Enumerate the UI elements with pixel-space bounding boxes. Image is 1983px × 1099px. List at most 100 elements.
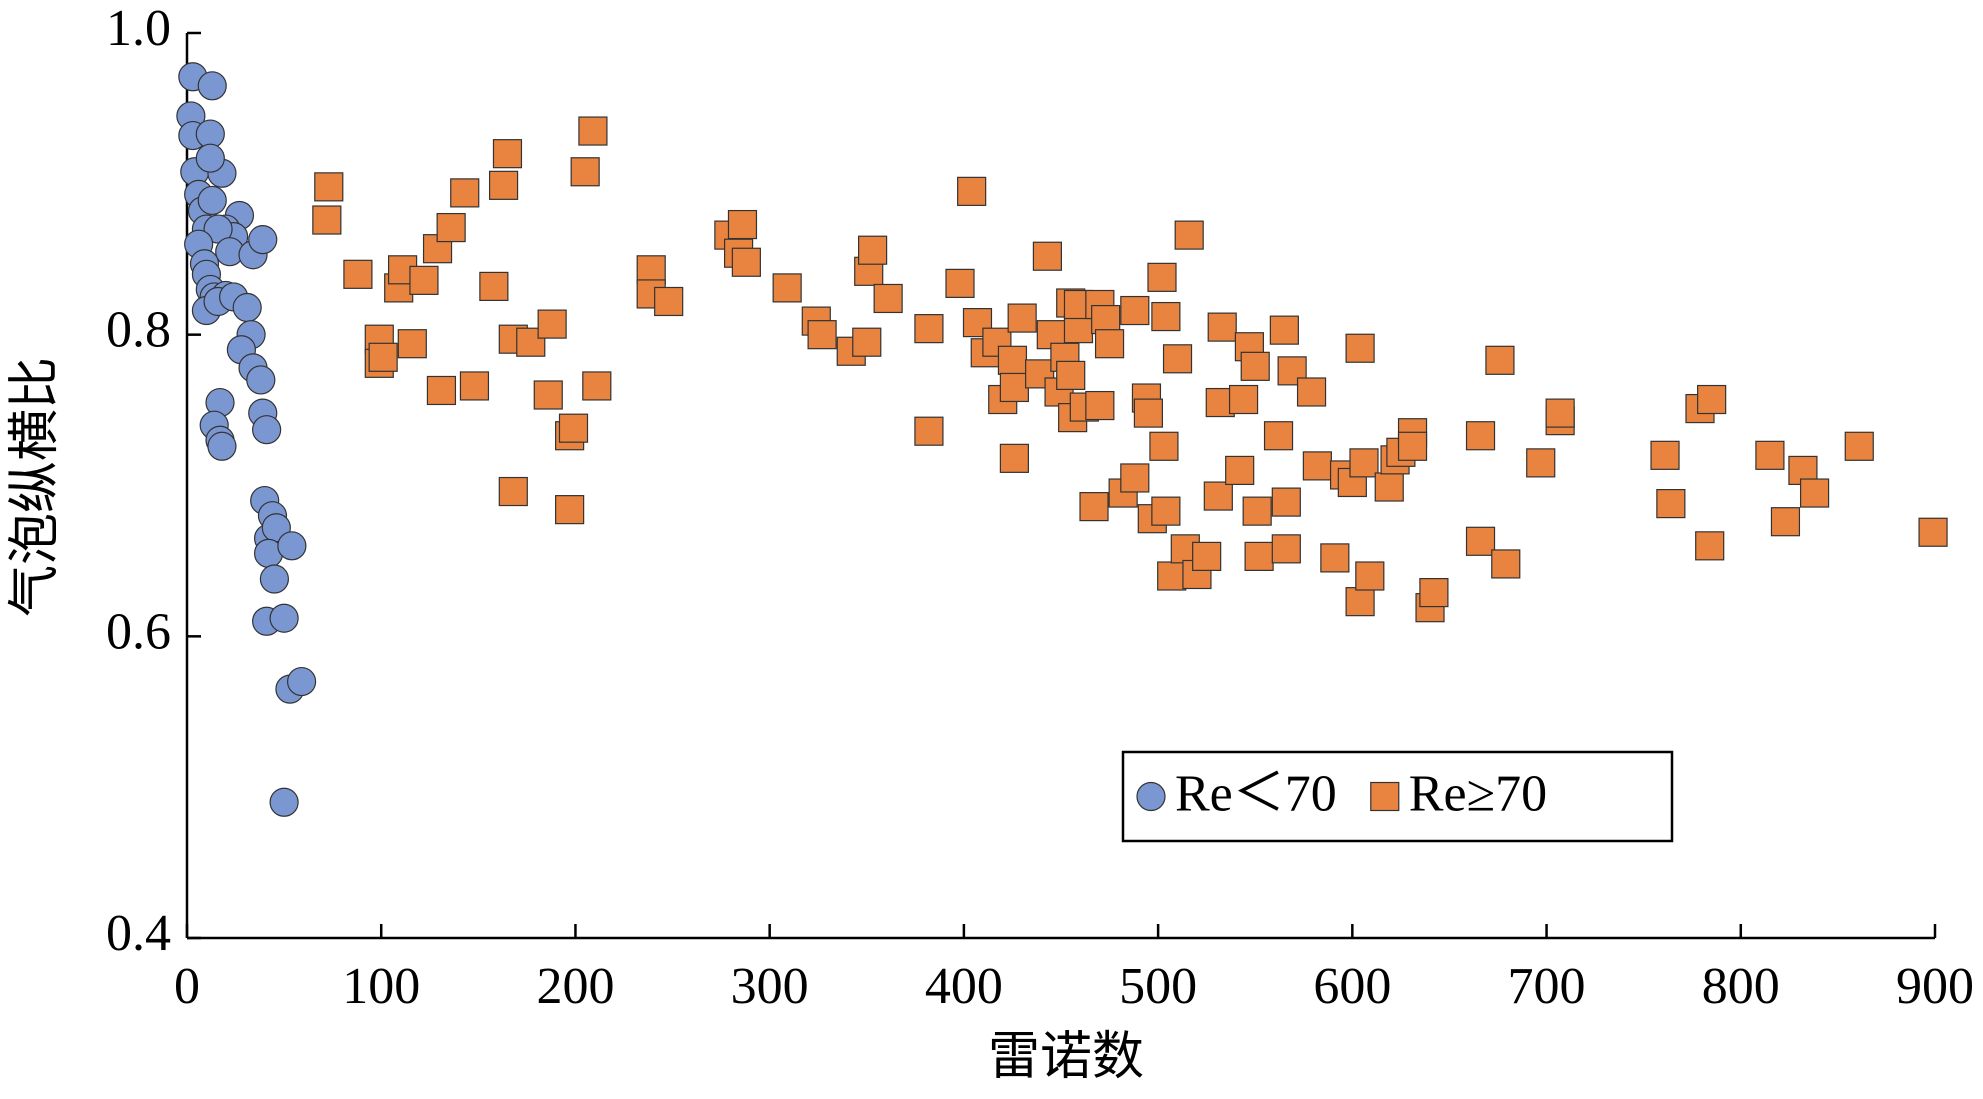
data-point [999,443,1029,473]
data-point [1345,587,1375,617]
data-point [207,431,237,461]
data-point [558,413,589,443]
x-tick-label: 200 [536,958,614,1015]
data-point [1697,384,1727,415]
data-point [1320,543,1350,573]
data-point [1244,541,1274,571]
x-tick-label: 700 [1508,958,1586,1015]
x-tick-label: 600 [1313,958,1391,1015]
data-point [488,170,519,200]
data-point [368,342,398,372]
data-point [1799,478,1830,508]
data-point [914,314,944,344]
data-point [999,372,1029,403]
data-point [232,292,262,323]
data-point [1263,421,1294,451]
data-point [1203,481,1233,511]
data-point [945,268,975,298]
data-point [1755,440,1785,470]
data-point [1349,448,1379,478]
data-point [197,71,227,101]
data-point [997,345,1028,375]
x-tick-label: 500 [1119,958,1197,1015]
data-point [1157,561,1187,591]
data-point [1133,398,1164,428]
data-point [259,564,289,594]
data-point [286,666,317,697]
data-point [252,415,282,445]
data-point [314,172,344,202]
data-point [731,247,761,277]
data-point [1085,390,1115,421]
data-point [1345,333,1375,363]
data-point [1269,315,1299,345]
data-point [1918,517,1948,547]
data-point [1491,549,1521,579]
y-axis-label: 气泡纵横比 [7,357,64,617]
data-point [1374,472,1404,502]
x-tick-label: 0 [174,958,200,1015]
data-point [248,225,278,255]
data-point [1296,377,1327,407]
data-point [426,375,457,406]
data-point [1397,431,1428,461]
data-point [1056,360,1086,390]
data-point [492,139,523,169]
data-point [312,205,342,235]
data-point [479,271,509,301]
x-tick-label: 400 [925,958,1003,1015]
data-point [269,603,299,633]
data-point [1271,534,1301,564]
x-tick-label: 900 [1896,958,1974,1015]
data-point [727,209,758,240]
data-point [195,143,225,173]
data-point [1147,262,1177,292]
data-point [772,273,802,303]
data-point [1695,531,1725,561]
data-point [914,416,944,446]
data-point [1225,455,1255,486]
data-point [1192,541,1222,571]
data-point [1079,492,1109,522]
data-point [1094,329,1125,359]
legend-swatch [1370,781,1400,812]
data-point [1207,312,1237,342]
data-point [498,476,528,507]
data-point [537,309,567,339]
data-point [1174,220,1204,250]
x-tick-label: 300 [731,958,809,1015]
data-point [450,178,480,208]
data-point [1465,421,1496,451]
data-point [197,185,227,216]
data-point [1151,301,1181,332]
x-tick-label: 800 [1702,958,1780,1015]
y-tick-label: 0.6 [106,603,171,660]
data-point [578,116,608,146]
legend-label: Re＜70 [1175,765,1337,822]
data-point [962,308,993,338]
data-point [555,495,585,525]
data-point [1271,487,1301,517]
data-point [1228,384,1259,415]
data-point [570,157,600,187]
data-point [1545,398,1575,428]
legend-label: Re≥70 [1409,765,1547,822]
data-point [1032,241,1063,271]
data-point [1302,451,1332,481]
data-point [1007,303,1037,333]
x-axis-label: 雷诺数 [988,1029,1144,1086]
data-point [1240,351,1270,381]
data-point [409,265,439,295]
data-point [873,283,903,314]
data-point [246,365,276,395]
data-point [397,329,427,359]
data-point [1656,489,1686,519]
data-point [1162,344,1193,374]
data-point [957,176,987,206]
data-point [852,327,882,357]
data-point [1120,463,1150,493]
data-point [1419,577,1449,608]
data-point [636,255,666,285]
data-point [582,371,612,401]
